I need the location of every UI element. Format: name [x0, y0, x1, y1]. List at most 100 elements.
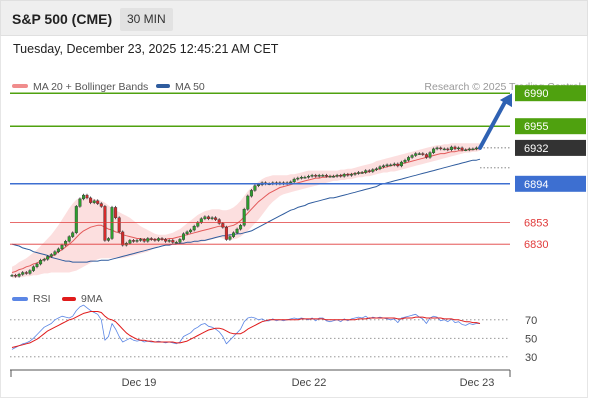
- candle-body-down: [96, 200, 100, 204]
- candle-body-up: [106, 238, 110, 241]
- time-tick-label: Dec 22: [292, 377, 327, 389]
- candle-body-down: [367, 170, 371, 172]
- candle-body-down: [24, 272, 28, 274]
- candle-body-up: [239, 225, 243, 230]
- candle-body-up: [332, 175, 336, 178]
- candle-body-down: [99, 203, 103, 207]
- candle-body-down: [224, 226, 228, 240]
- candle-body-up: [374, 168, 378, 170]
- candle-body-up: [389, 164, 393, 167]
- timeframe-button[interactable]: 30 MIN: [120, 8, 173, 31]
- candle-body-up: [128, 240, 132, 244]
- candle-body-down: [89, 197, 93, 203]
- candle-body-up: [378, 166, 382, 169]
- candle-body-up: [457, 147, 461, 150]
- candle-body-up: [185, 231, 189, 234]
- candle-body-up: [92, 200, 96, 203]
- candle-body-down: [221, 223, 225, 228]
- candle-body-up: [299, 176, 303, 179]
- candle-body-up: [414, 153, 418, 156]
- candle-body-up: [310, 175, 314, 177]
- candle-body-up: [407, 157, 411, 161]
- candle-body-up: [249, 190, 253, 197]
- ma50-legend-swatch: [156, 84, 170, 88]
- candle-body-up: [303, 176, 307, 179]
- ma50-line: [11, 158, 481, 263]
- candle-body-down: [453, 146, 457, 150]
- candle-body-up: [210, 217, 214, 219]
- candle-body-down: [114, 207, 118, 218]
- candle-body-up: [442, 148, 446, 151]
- candle-body-down: [214, 217, 218, 220]
- candle-body-up: [192, 225, 196, 231]
- candle-body-up: [231, 232, 235, 237]
- candle-body-down: [160, 238, 164, 240]
- candle-body-up: [410, 155, 414, 158]
- candle-body-up: [349, 174, 353, 176]
- candle-body-up: [17, 274, 21, 277]
- candle-body-up: [189, 229, 193, 233]
- candle-body-up: [289, 181, 293, 184]
- instrument-title: S&P 500 (CME): [12, 11, 113, 27]
- candle-body-up: [78, 198, 82, 207]
- candle-body-up: [307, 175, 311, 178]
- candle-body-up: [371, 169, 375, 172]
- candle-body-up: [39, 260, 43, 265]
- candle-body-up: [242, 208, 246, 226]
- candle-body-down: [206, 216, 210, 219]
- candle-body-up: [28, 270, 32, 274]
- level-label-6955: 6955: [524, 121, 548, 133]
- candle-body-down: [171, 240, 175, 243]
- candle-body-up: [203, 216, 207, 219]
- candle-body-up: [385, 164, 389, 167]
- candle-body-up: [71, 232, 75, 237]
- candle-body-up: [53, 251, 57, 255]
- candle-body-up: [353, 173, 357, 175]
- candle-body-up: [292, 178, 296, 183]
- chart-header: S&P 500 (CME) 30 MIN: [0, 0, 588, 36]
- candle-body-down: [131, 240, 135, 242]
- time-tick-label: Dec 19: [122, 377, 157, 389]
- candle-body-up: [428, 152, 432, 158]
- candle-body-down: [121, 231, 125, 246]
- time-axis: Dec 19 Dec 22 Dec 23: [10, 369, 511, 389]
- candle-body-up: [471, 148, 475, 151]
- candle-body-up: [81, 194, 85, 200]
- candle-body-down: [103, 206, 107, 241]
- level-tag-6955: [515, 118, 586, 135]
- candle-body-up: [178, 239, 182, 243]
- level-label-6853: 6853: [524, 218, 548, 230]
- candle-body-up: [135, 240, 139, 242]
- rsi-tick-30: 30: [525, 352, 537, 364]
- candle-body-down: [446, 148, 450, 151]
- candle-body-up: [60, 244, 64, 250]
- ma9-legend-swatch: [62, 297, 76, 301]
- candle-body-down: [346, 174, 350, 176]
- price-panel: [10, 143, 482, 279]
- candle-body-up: [253, 185, 257, 191]
- chart-timestamp: Tuesday, December 23, 2025 12:45:21 AM C…: [13, 42, 279, 56]
- candle-body-up: [432, 148, 436, 153]
- level-label-6830: 6830: [524, 239, 548, 251]
- level-tag-6990: [515, 85, 586, 102]
- candle-body-down: [460, 147, 464, 150]
- rsi-legend-label: RSI: [33, 293, 51, 305]
- candle-body-up: [74, 206, 78, 233]
- time-tick-label: Dec 23: [460, 377, 495, 389]
- candle-body-up: [235, 228, 239, 234]
- candle-body-up: [328, 175, 332, 178]
- candle-body-up: [35, 263, 39, 267]
- candle-body-up: [382, 165, 386, 168]
- candle-body-up: [392, 163, 396, 166]
- bollinger-band-area: [12, 143, 480, 279]
- candle-body-up: [399, 161, 403, 167]
- last-price-label: 6932: [524, 143, 548, 155]
- candle-body-up: [156, 238, 160, 241]
- candle-body-down: [149, 238, 153, 240]
- ma50-legend-label: MA 50: [175, 81, 205, 93]
- forecast-arrow-head: [499, 93, 512, 108]
- candle-body-up: [67, 236, 71, 242]
- candle-body-down: [421, 153, 425, 155]
- candle-body-up: [228, 236, 232, 240]
